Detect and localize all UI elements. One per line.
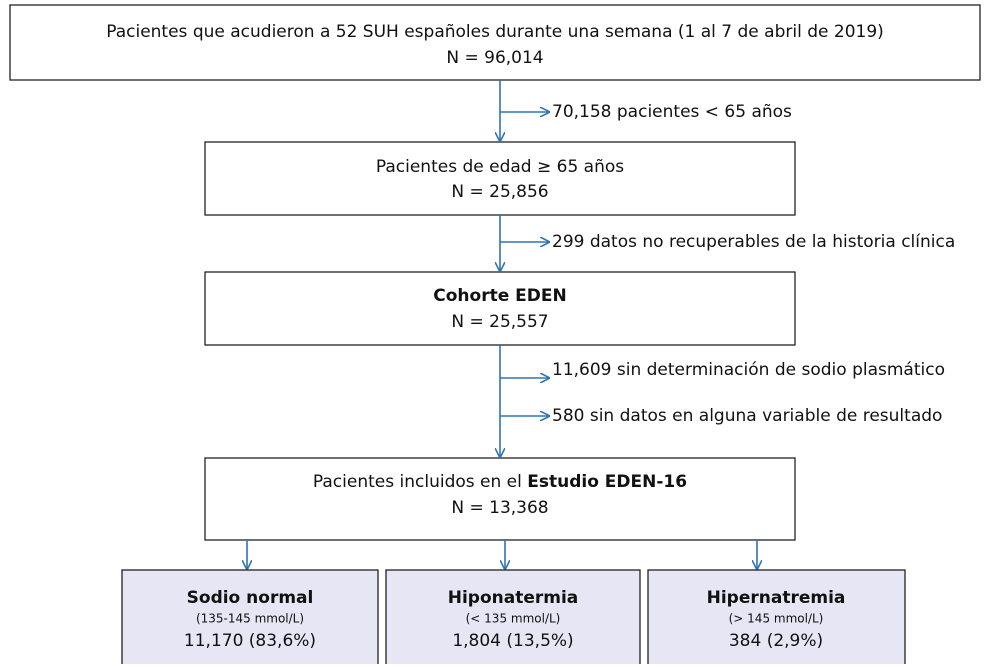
group-title: Hiponatermia — [448, 588, 579, 608]
group-range: (135-145 mmol/L) — [196, 612, 304, 626]
group-title: Hipernatremia — [707, 588, 846, 608]
group-range: (> 145 mmol/L) — [729, 612, 824, 626]
group-box — [647, 569, 906, 668]
group-box — [121, 569, 379, 668]
box-text: N = 25,557 — [451, 312, 548, 332]
box-text: Pacientes que acudieron a 52 SUH español… — [106, 22, 884, 42]
text-part: Pacientes incluidos en el — [313, 472, 527, 492]
exclusion-text: 299 datos no recuperables de la historia… — [552, 232, 955, 252]
box — [204, 141, 796, 216]
group-range: (< 135 mmol/L) — [466, 612, 561, 626]
box-text: Pacientes de edad ≥ 65 años — [376, 157, 624, 177]
box-text: N = 96,014 — [446, 48, 543, 68]
exclusion-text: 11,609 sin determinación de sodio plasmá… — [552, 360, 945, 380]
exclusion-text: 580 sin datos en alguna variable de resu… — [552, 406, 942, 426]
group-box — [385, 569, 641, 668]
group-title: Sodio normal — [187, 588, 314, 608]
group-count: 11,170 (83,6%) — [184, 631, 316, 651]
text-part: Estudio EDEN-16 — [527, 472, 687, 492]
box — [204, 271, 796, 346]
box — [9, 4, 981, 81]
group-count: 384 (2,9%) — [729, 631, 823, 651]
box-text: N = 13,368 — [451, 498, 548, 518]
group-count: 1,804 (13,5%) — [452, 631, 573, 651]
exclusion-text: 70,158 pacientes < 65 años — [552, 102, 792, 122]
box-text: Cohorte EDEN — [433, 286, 566, 306]
box — [204, 457, 796, 541]
box-text: N = 25,856 — [451, 182, 548, 202]
box-text: Pacientes incluidos en el Estudio EDEN-1… — [313, 472, 687, 492]
